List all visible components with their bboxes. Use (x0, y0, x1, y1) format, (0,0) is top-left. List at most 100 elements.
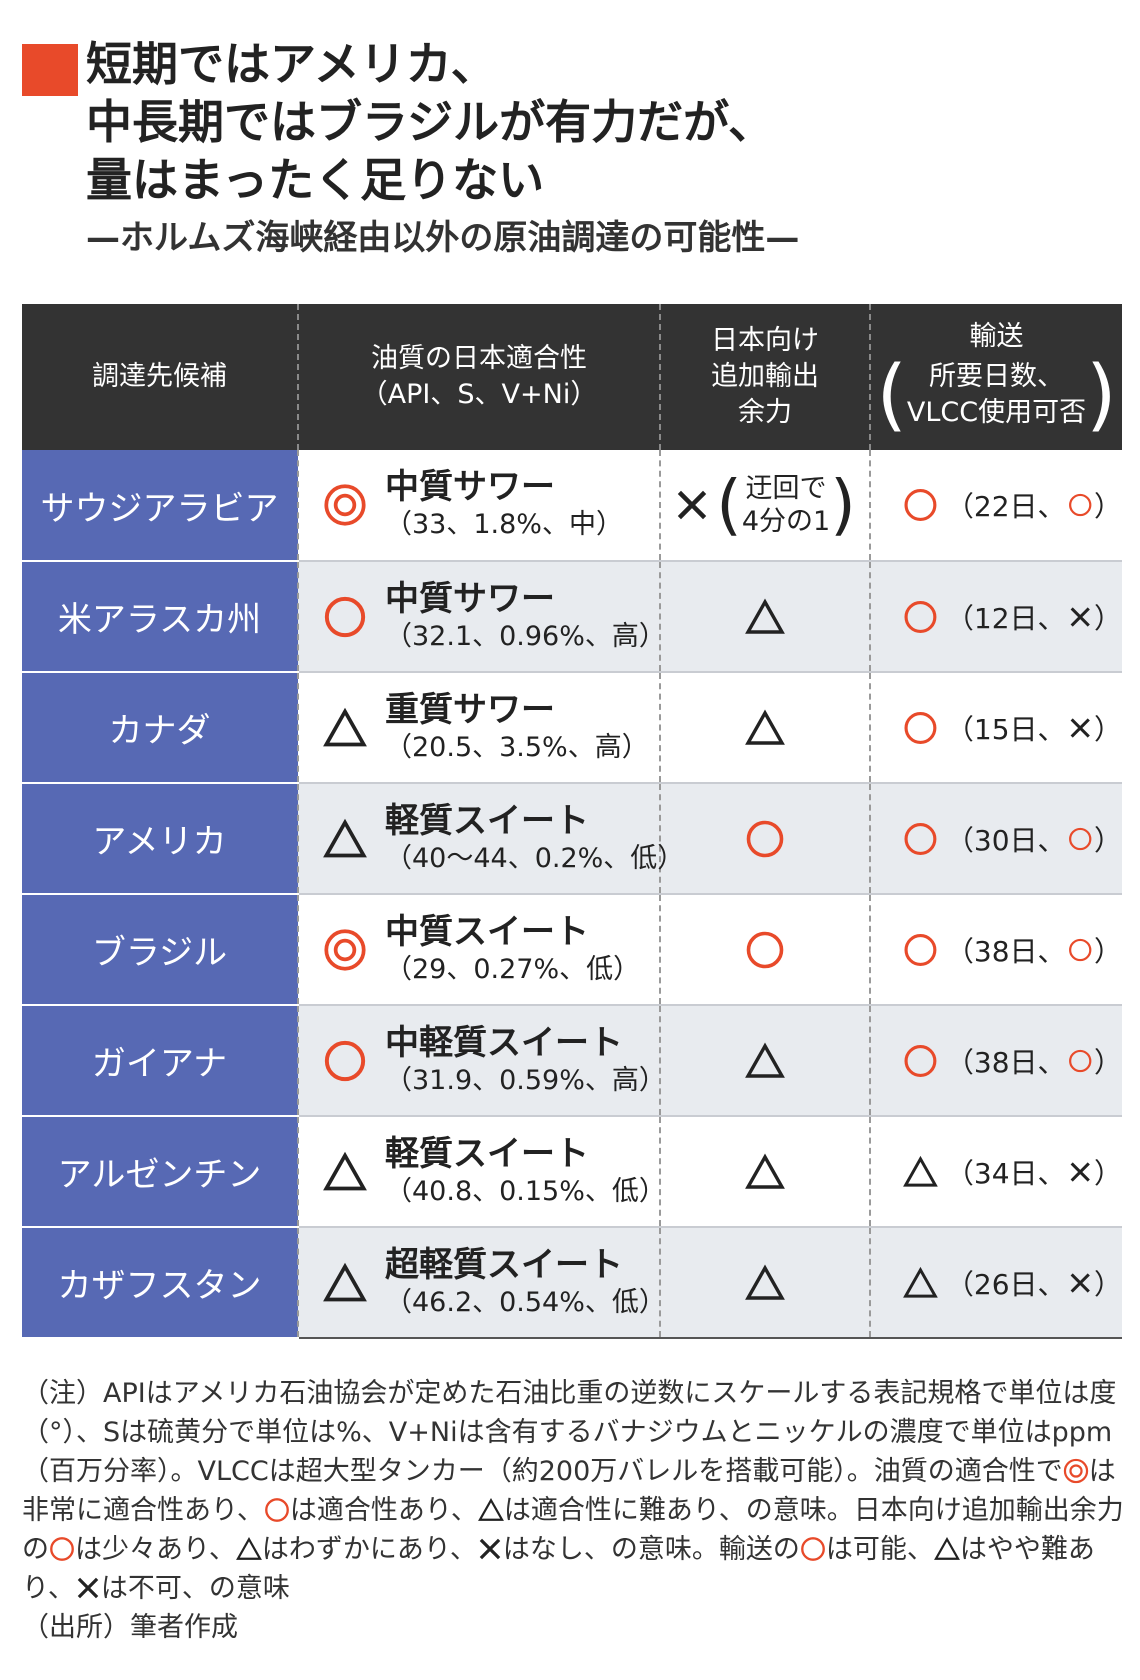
triangle-icon (236, 1536, 262, 1562)
table-row: カナダ 重質サワー （20.5、3.5%、高） （15日、） (22, 672, 1122, 784)
circle-icon (1068, 825, 1092, 853)
transport-close: ） (1093, 490, 1122, 523)
circle-icon (264, 1497, 290, 1523)
circle-icon (800, 1536, 826, 1562)
circle-icon (903, 930, 938, 970)
transport-cell: （22日、 ） (869, 450, 1122, 562)
quality-values: （46.2、0.54%、低） (385, 1286, 666, 1318)
cross-icon (1068, 1269, 1092, 1297)
transport-close: ） (1093, 1045, 1122, 1079)
transport-close: ） (1093, 823, 1122, 857)
triangle-icon (934, 1536, 960, 1562)
export-cell (659, 672, 870, 784)
quality-cell: 重質サワー （20.5、3.5%、高） (297, 672, 660, 784)
table-row: ブラジル 中質スイート （29、0.27%、低） （38日、） (22, 894, 1122, 1006)
transport-cell: （38日、 ） (869, 1005, 1122, 1117)
triangle-icon (745, 597, 785, 637)
circle-icon (49, 1536, 75, 1562)
transport-days: （26日、 (945, 1267, 1066, 1301)
cross-icon (1068, 1158, 1092, 1186)
right-paren-icon: ) (1086, 350, 1117, 440)
transport-cell: （30日、 ） (869, 783, 1122, 895)
triangle-icon (903, 1152, 938, 1192)
source-note: （出所）筆者作成 (22, 1612, 238, 1643)
triangle-icon (903, 1263, 938, 1303)
table-row: サウジアラビア 中質サワー （33、1.8%、中）(迂回で 4分の1) （22日、） (22, 450, 1122, 562)
subtitle: —ホルムズ海峡経由以外の原油調達の可能性— (86, 218, 800, 258)
cross-icon (75, 1575, 101, 1601)
export-cell (659, 1116, 870, 1228)
transport-days: （15日、 (945, 712, 1066, 746)
quality-name: 超軽質スイート (385, 1244, 623, 1285)
circle-icon (1068, 936, 1092, 964)
quality-name: 重質サワー (385, 689, 555, 730)
quality-name: 中軽質スイート (385, 1022, 623, 1063)
col-header-export: 日本向け 追加輸出 余力 (659, 304, 870, 450)
triangle-icon (745, 708, 785, 748)
transport-close: ） (1093, 1267, 1122, 1301)
transport-days: （38日、 (945, 934, 1066, 968)
double-circle-icon (1063, 1458, 1089, 1484)
transport-cell: （26日、 ） (869, 1227, 1122, 1339)
title-line-1: 短期ではアメリカ、 (86, 37, 497, 91)
col-header-transport: 輸送 ( 所要日数、 VLCC使用可否 ) (869, 304, 1122, 450)
quality-values: （20.5、3.5%、高） (385, 731, 649, 763)
transport-days: （22日、 (945, 490, 1066, 523)
cross-icon (674, 487, 710, 523)
left-paren-icon: ( (876, 350, 907, 440)
quality-values: （40〜44、0.2%、低） (385, 842, 685, 874)
cross-icon (477, 1536, 503, 1562)
quality-cell: 軽質スイート （40〜44、0.2%、低） (297, 783, 684, 895)
table-row: カザフスタン 超軽質スイート （46.2、0.54%、低） （26日、） (22, 1227, 1122, 1339)
circle-icon (323, 595, 367, 639)
cross-icon (1068, 603, 1092, 631)
notes: （注）APIはアメリカ石油協会が定めた石油比重の逆数にスケールする表記規格で単位… (22, 1374, 1126, 1647)
accent-square-icon (22, 44, 78, 96)
candidate-name: カザフスタン (22, 1227, 298, 1339)
export-note: 4分の1 (741, 506, 831, 537)
quality-values: （29、0.27%、低） (385, 953, 641, 985)
right-paren-icon: ) (830, 466, 856, 543)
transport-close: ） (1093, 601, 1122, 635)
left-paren-icon: ( (716, 466, 742, 543)
transport-close: ） (1093, 934, 1122, 968)
col-header-candidate: 調達先候補 (22, 304, 298, 450)
transport-days: （38日、 (945, 1045, 1066, 1079)
quality-name: 中質スイート (385, 911, 589, 952)
circle-icon (323, 1039, 367, 1083)
quality-cell: 超軽質スイート （46.2、0.54%、低） (297, 1227, 666, 1339)
transport-cell: （34日、 ） (869, 1116, 1122, 1228)
candidate-name: サウジアラビア (22, 450, 298, 562)
quality-cell: 中軽質スイート （31.9、0.59%、高） (297, 1005, 666, 1117)
circle-icon (1068, 491, 1092, 519)
circle-icon (745, 930, 785, 970)
triangle-icon (478, 1497, 504, 1523)
quality-values: （31.9、0.59%、高） (385, 1064, 666, 1096)
circle-icon (903, 1041, 938, 1081)
export-cell (659, 1227, 870, 1339)
export-cell: (迂回で 4分の1) (659, 450, 870, 562)
export-cell (659, 1005, 870, 1117)
circle-icon (903, 485, 938, 525)
candidate-name: ガイアナ (22, 1005, 298, 1117)
quality-values: （32.1、0.96%、高） (385, 620, 666, 652)
comparison-table: 調達先候補 油質の日本適合性 （API、S、V+Ni） 日本向け 追加輸出 余力… (22, 304, 1122, 1339)
quality-name: 軽質スイート (385, 800, 589, 841)
export-cell (659, 561, 870, 673)
table-row: アメリカ 軽質スイート （40〜44、0.2%、低） （30日、） (22, 783, 1122, 895)
triangle-icon (323, 1150, 367, 1194)
quality-values: （40.8、0.15%、低） (385, 1175, 666, 1207)
circle-icon (903, 597, 938, 637)
transport-cell: （12日、 ） (869, 561, 1122, 673)
cross-icon (1068, 714, 1092, 742)
quality-name: 軽質スイート (385, 1133, 589, 1174)
transport-close: ） (1093, 1156, 1122, 1190)
candidate-name: アメリカ (22, 783, 298, 895)
quality-cell: 中質サワー （32.1、0.96%、高） (297, 561, 666, 673)
circle-icon (745, 819, 785, 859)
export-note: 迂回で (745, 473, 827, 504)
double-circle-icon (323, 928, 367, 972)
triangle-icon (745, 1041, 785, 1081)
table-row: 米アラスカ州 中質サワー （32.1、0.96%、高） （12日、） (22, 561, 1122, 673)
quality-cell: 軽質スイート （40.8、0.15%、低） (297, 1116, 666, 1228)
